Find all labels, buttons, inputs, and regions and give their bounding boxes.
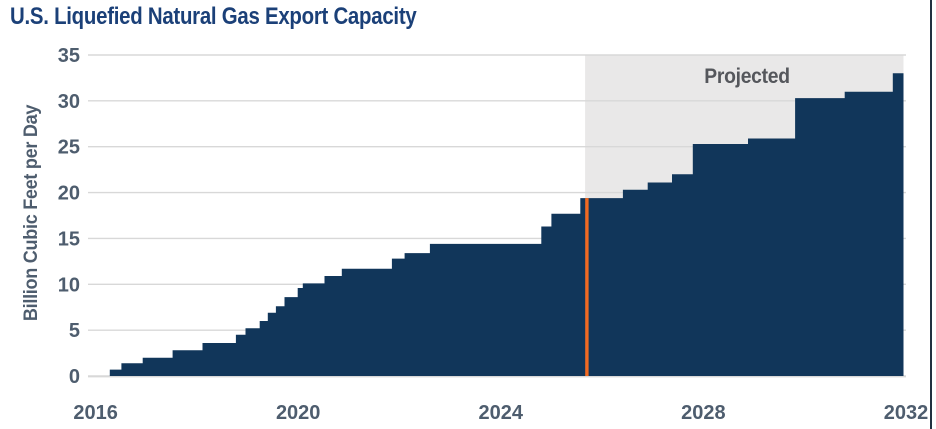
x-tick-label: 2020 (276, 402, 321, 424)
y-tick-label: 10 (58, 274, 80, 296)
current-date-marker-line (585, 198, 589, 376)
y-tick-label: 15 (58, 228, 80, 250)
x-tick-label: 2028 (681, 402, 726, 424)
y-tick-label: 35 (58, 45, 80, 67)
y-tick-label: 0 (69, 366, 80, 388)
x-tick-label: 2024 (479, 402, 524, 424)
x-tick-label: 2032 (884, 402, 929, 424)
x-tick-label: 2016 (73, 402, 118, 424)
y-tick-label: 25 (58, 137, 80, 159)
y-tick-label: 30 (58, 91, 80, 113)
projected-label: Projected (704, 65, 790, 88)
y-tick-label: 5 (69, 320, 80, 342)
page-right-border (930, 0, 932, 429)
chart-title: U.S. Liquefied Natural Gas Export Capaci… (10, 3, 417, 30)
y-tick-label: 20 (58, 183, 80, 205)
capacity-step-area (109, 73, 904, 377)
